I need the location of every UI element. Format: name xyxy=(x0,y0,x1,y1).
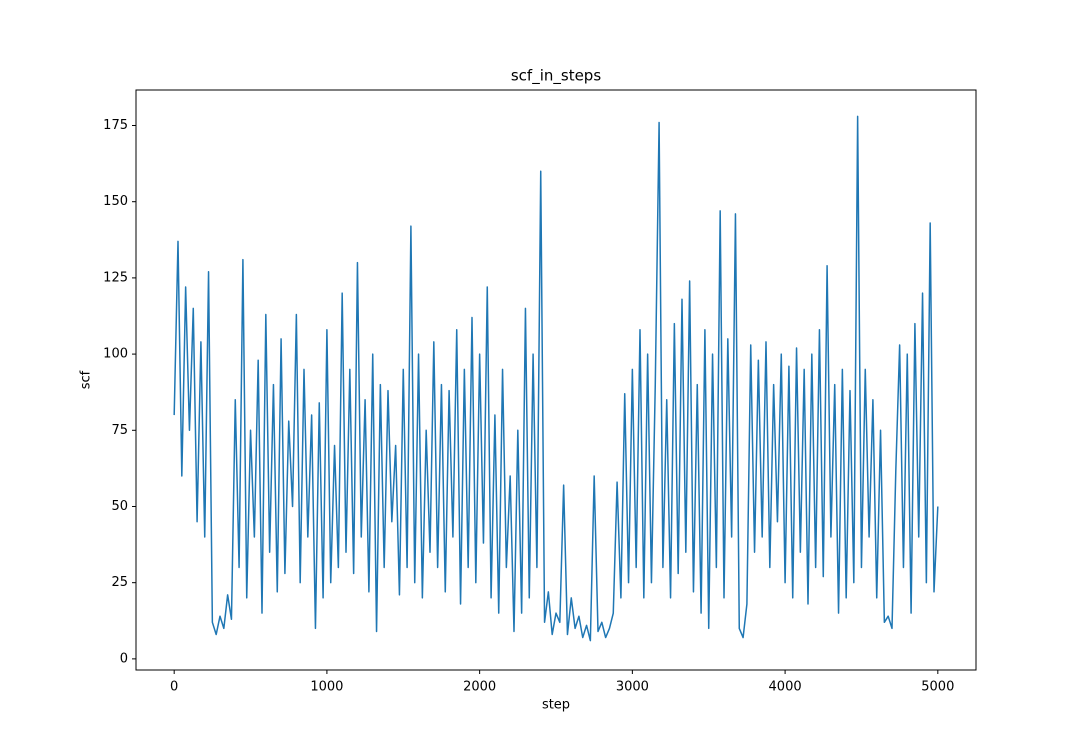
y-tick-label: 100 xyxy=(103,347,128,362)
x-tick-label: 4000 xyxy=(769,680,802,695)
y-tick-label: 125 xyxy=(103,270,128,285)
x-tick-label: 5000 xyxy=(921,680,954,695)
y-tick-label: 175 xyxy=(103,118,128,133)
y-tick-label: 150 xyxy=(103,194,128,209)
y-tick-label: 25 xyxy=(111,575,128,590)
y-tick-label: 75 xyxy=(111,423,128,438)
chart-title: scf_in_steps xyxy=(511,67,601,86)
plot-frame xyxy=(135,89,977,671)
x-tick-label: 3000 xyxy=(616,680,649,695)
x-tick-label: 0 xyxy=(170,680,178,695)
x-tick-label: 1000 xyxy=(310,680,343,695)
y-axis-label: scf xyxy=(79,370,94,389)
data-line xyxy=(173,115,939,642)
x-axis-label: step xyxy=(542,698,570,713)
x-tick-label: 2000 xyxy=(463,680,496,695)
y-tick-label: 0 xyxy=(120,651,128,666)
y-tick-label: 50 xyxy=(111,499,128,514)
